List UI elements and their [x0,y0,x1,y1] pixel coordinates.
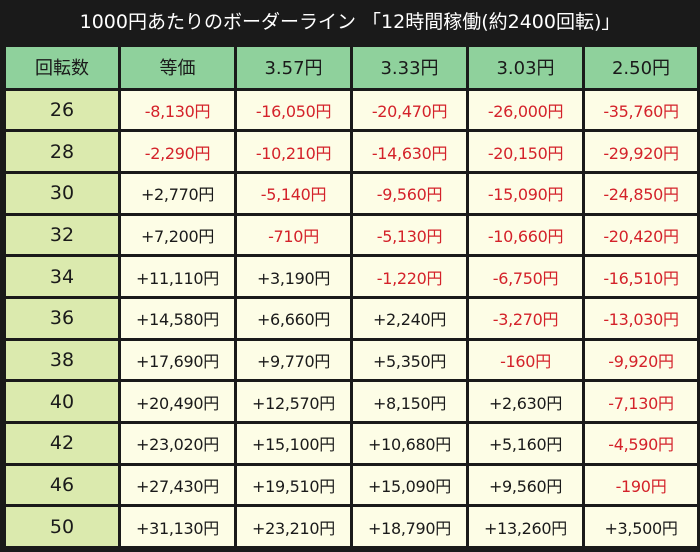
header-rate-5: 2.50円 [582,44,700,91]
balance-cell: +20,490円 [118,379,237,424]
header-rate-1: 等価 [118,44,237,91]
rotation-count-cell: 26 [3,87,121,133]
balance-cell: -190円 [582,462,700,508]
balance-cell: -8,130円 [118,87,237,133]
balance-cell: +8,150円 [350,379,469,424]
header-rotation-count: 回転数 [3,44,121,91]
balance-cell: -20,420円 [582,212,700,258]
balance-cell: -6,750円 [466,254,585,299]
rotation-count-cell: 40 [3,379,121,424]
rotation-count-cell: 32 [3,212,121,258]
balance-cell: -20,470円 [350,87,469,133]
balance-cell: -10,660円 [466,212,585,258]
balance-cell: -13,030円 [582,295,700,341]
balance-cell: +3,500円 [582,504,700,549]
balance-cell: +6,660円 [234,295,353,341]
balance-cell: +13,260円 [466,504,585,549]
table-row: 28 -2,290円 -10,210円 -14,630円 -20,150円 -29,920… [3,129,700,174]
balance-cell: -16,050円 [234,87,353,133]
rotation-count-cell: 38 [3,337,121,383]
table-body: 回転数 等価 3.57円 3.33円 3.03円 2.50円 26 -8,130円 -16,05… [3,44,700,549]
balance-cell: +5,350円 [350,337,469,383]
rotation-count-cell: 46 [3,462,121,508]
balance-cell: -15,090円 [466,171,585,216]
balance-cell: +2,770円 [118,171,237,216]
balance-cell: +10,680円 [350,420,469,466]
balance-cell: -29,920円 [582,129,700,174]
balance-cell: -1,220円 [350,254,469,299]
balance-cell: +19,510円 [234,462,353,508]
rotation-count-cell: 30 [3,171,121,216]
balance-cell: -160円 [466,337,585,383]
balance-cell: +17,690円 [118,337,237,383]
table-row: 36 +14,580円 +6,660円 +2,240円 -3,270円 -13,030円 [3,295,700,341]
balance-cell: -710円 [234,212,353,258]
balance-cell: -4,590円 [582,420,700,466]
rotation-count-cell: 50 [3,504,121,549]
balance-cell: +23,020円 [118,420,237,466]
balance-cell: -10,210円 [234,129,353,174]
header-rate-3: 3.33円 [350,44,469,91]
balance-cell: -5,130円 [350,212,469,258]
table-row: 26 -8,130円 -16,050円 -20,470円 -26,000円 -35,760… [3,87,700,133]
table-row: 42 +23,020円 +15,100円 +10,680円 +5,160円 -4,590円 [3,420,700,466]
table-row: 32 +7,200円 -710円 -5,130円 -10,660円 -20,420円 [3,212,700,258]
balance-cell: +14,580円 [118,295,237,341]
table-row: 40 +20,490円 +12,570円 +8,150円 +2,630円 -7,130円 [3,379,700,424]
table-row: 46 +27,430円 +19,510円 +15,090円 +9,560円 -190円 [3,462,700,508]
balance-cell: +12,570円 [234,379,353,424]
balance-cell: +31,130円 [118,504,237,549]
balance-cell: +9,560円 [466,462,585,508]
balance-cell: -9,560円 [350,171,469,216]
table-title: 1000円あたりのボーダーライン 「12時間稼働(約2400回転)」 [79,11,621,33]
balance-cell: +23,210円 [234,504,353,549]
balance-cell: -35,760円 [582,87,700,133]
rotation-count-cell: 36 [3,295,121,341]
rotation-count-cell: 28 [3,129,121,174]
balance-cell: -3,270円 [466,295,585,341]
balance-cell: +7,200円 [118,212,237,258]
balance-cell: +3,190円 [234,254,353,299]
balance-cell: +5,160円 [466,420,585,466]
balance-cell: -24,850円 [582,171,700,216]
balance-cell: +15,090円 [350,462,469,508]
balance-cell: -14,630円 [350,129,469,174]
balance-cell: +2,240円 [350,295,469,341]
header-rate-2: 3.57円 [234,44,353,91]
balance-cell: -5,140円 [234,171,353,216]
balance-cell: -7,130円 [582,379,700,424]
balance-cell: +9,770円 [234,337,353,383]
rotation-count-cell: 42 [3,420,121,466]
balance-cell: -2,290円 [118,129,237,174]
balance-cell: -9,920円 [582,337,700,383]
table-row: 38 +17,690円 +9,770円 +5,350円 -160円 -9,920円 [3,337,700,383]
table-header-row: 回転数 等価 3.57円 3.33円 3.03円 2.50円 [3,44,700,91]
balance-cell: +27,430円 [118,462,237,508]
balance-cell: -20,150円 [466,129,585,174]
balance-cell: +15,100円 [234,420,353,466]
balance-cell: -26,000円 [466,87,585,133]
table-row: 30 +2,770円 -5,140円 -9,560円 -15,090円 -24,850円 [3,171,700,216]
header-rate-4: 3.03円 [466,44,585,91]
table-row: 34 +11,110円 +3,190円 -1,220円 -6,750円 -16,510円 [3,254,700,299]
rotation-count-cell: 34 [3,254,121,299]
table-row: 50 +31,130円 +23,210円 +18,790円 +13,260円 +3,500… [3,504,700,549]
balance-cell: +18,790円 [350,504,469,549]
balance-cell: +2,630円 [466,379,585,424]
balance-cell: -16,510円 [582,254,700,299]
border-line-table: 回転数 等価 3.57円 3.33円 3.03円 2.50円 26 -8,130円 -16,05… [3,44,700,549]
balance-cell: +11,110円 [118,254,237,299]
